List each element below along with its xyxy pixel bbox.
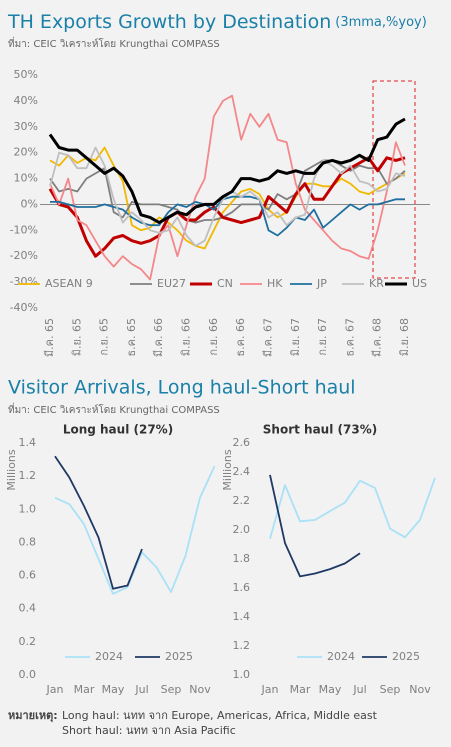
x-tick-label: Mar <box>290 683 311 696</box>
y-tick-label: 1.2 <box>19 469 37 482</box>
title: TH Exports Growth by Destination <box>7 11 331 33</box>
series-line <box>49 159 406 224</box>
x-tick-label: มี.ค. 67 <box>261 318 274 357</box>
y-tick-label: 1.6 <box>233 581 251 594</box>
legend-label: 2025 <box>165 650 193 663</box>
series-line <box>48 156 406 258</box>
x-tick-label: Jul <box>352 683 366 696</box>
y-tick-label: 0.8 <box>19 535 37 548</box>
x-tick-label: Nov <box>409 683 431 696</box>
y-tick-label: -20% <box>10 249 38 262</box>
y-tick-label: 1.4 <box>19 436 37 449</box>
x-tick-label: Sep <box>380 683 401 696</box>
chart-title: Short haul (73%) <box>263 423 377 437</box>
legend-label: US <box>412 277 427 290</box>
note-label: หมายเหตุ: <box>8 709 58 723</box>
y-tick-label: 1.4 <box>233 610 251 623</box>
source: ที่มา: CEIC วิเคราะห์โดย Krungthai COMPA… <box>8 402 220 416</box>
series-line <box>49 94 406 281</box>
y-tick-label: 1.2 <box>233 639 251 652</box>
series-line <box>48 117 406 225</box>
y-tick-label: -10% <box>10 223 38 236</box>
section-title: Visitor Arrivals, Long haul-Short haul <box>8 377 356 399</box>
subtitle: (3mma,%yoy) <box>335 15 427 30</box>
y-tick-label: 0.0 <box>19 668 37 681</box>
x-tick-label: ธ.ค. 65 <box>125 318 138 357</box>
x-tick-label: ก.ย. 67 <box>316 318 329 356</box>
y-tick-label: 2.4 <box>233 465 251 478</box>
y-tick-label: 2.2 <box>233 494 251 507</box>
note-line: Long haul: นทท จาก Europe, Americas, Afr… <box>62 709 378 722</box>
series-line <box>49 146 406 250</box>
x-tick-label: ก.ย. 65 <box>98 318 111 356</box>
highlight-box <box>372 80 416 279</box>
y-tick-label: -40% <box>10 301 38 314</box>
x-tick-label: Nov <box>189 683 211 696</box>
legend-label: KR <box>369 277 384 290</box>
series-line <box>49 146 406 247</box>
source: ที่มา: CEIC วิเคราะห์โดย Krungthai COMPA… <box>8 36 220 50</box>
series-line <box>54 455 143 590</box>
x-tick-label: มิ.ย. 66 <box>180 318 193 356</box>
series-line <box>50 195 405 237</box>
y-tick-label: 0.4 <box>19 602 37 615</box>
legend-label: HK <box>267 277 283 290</box>
y-tick-label: 40% <box>14 94 38 107</box>
y-tick-label: 2.6 <box>233 436 251 449</box>
x-tick-label: Sep <box>161 683 182 696</box>
y-tick-label: 0% <box>21 197 38 210</box>
legend-label: ASEAN 9 <box>45 277 93 290</box>
y-tick-label: 10% <box>14 172 38 185</box>
y-tick-label: 2.0 <box>233 523 251 536</box>
y-tick-label: 1.0 <box>19 502 37 515</box>
y-tick-label: 20% <box>14 146 38 159</box>
legend-label: CN <box>217 277 233 290</box>
x-tick-label: ก.ย. 66 <box>207 318 220 356</box>
y-tick-label: 1.8 <box>233 552 251 565</box>
series-line <box>269 477 436 539</box>
legend-label: 2024 <box>95 650 123 663</box>
x-tick-label: มิ.ย. 65 <box>70 318 83 356</box>
x-tick-label: Mar <box>74 683 95 696</box>
x-tick-label: May <box>319 683 342 696</box>
y-tick-label: 30% <box>14 120 38 133</box>
x-tick-label: ธ.ค. 66 <box>234 318 247 357</box>
chart-title: TH Exports Growth by Destination (3mma,%y… <box>7 11 427 33</box>
x-tick-label: มี.ค. 66 <box>152 318 165 357</box>
x-tick-label: มี.ค. 68 <box>371 318 384 357</box>
x-tick-label: มิ.ย. 67 <box>289 318 302 356</box>
series-line <box>54 465 216 595</box>
y-tick-label: -30% <box>10 275 38 288</box>
legend-label: EU27 <box>157 277 186 290</box>
legend-label: JP <box>316 277 327 290</box>
y-tick-label: 0.6 <box>19 569 37 582</box>
y-tick-label: 1.0 <box>233 668 251 681</box>
series-line <box>269 474 361 578</box>
legend-label: 2025 <box>392 650 420 663</box>
x-tick-label: มิ.ย. 68 <box>398 318 411 356</box>
x-tick-label: May <box>102 683 125 696</box>
x-tick-label: Jan <box>261 683 279 696</box>
x-tick-label: ธ.ค. 67 <box>343 318 356 357</box>
legend-label: 2024 <box>327 650 355 663</box>
x-tick-label: Jul <box>134 683 148 696</box>
y-tick-label: 50% <box>14 68 38 81</box>
x-tick-label: Jan <box>46 683 64 696</box>
y-tick-label: 0.2 <box>19 635 37 648</box>
x-tick-label: มี.ค. 65 <box>43 318 56 357</box>
note-line: Short haul: นทท จาก Asia Pacific <box>62 724 236 737</box>
y-axis-label: Millions <box>221 449 234 490</box>
y-axis-label: Millions <box>5 449 18 490</box>
chart-title: Long haul (27%) <box>63 423 173 437</box>
